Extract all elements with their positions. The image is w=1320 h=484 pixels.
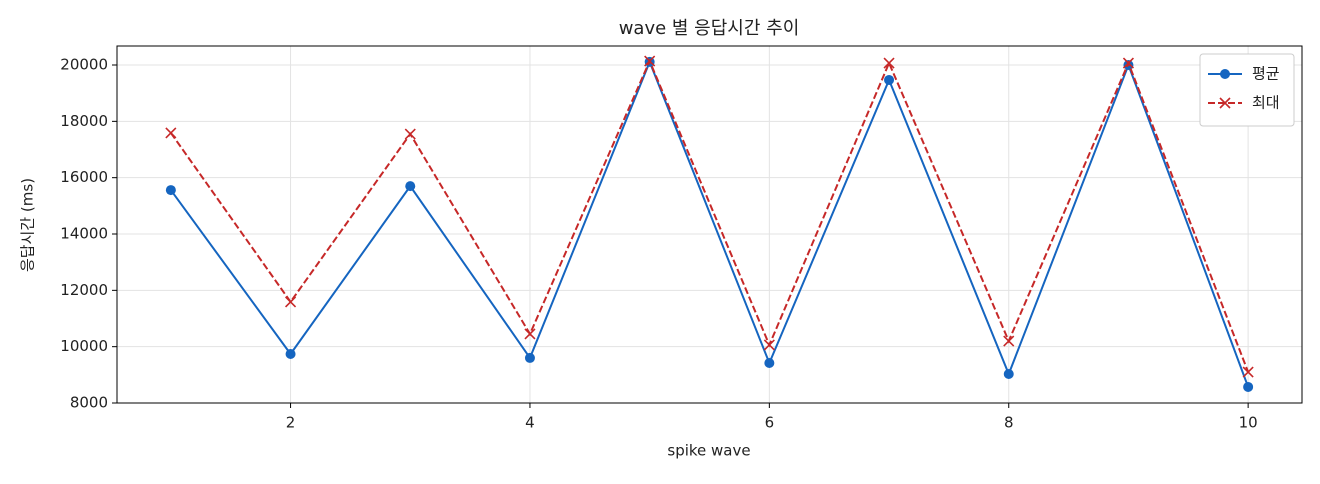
series-line — [170, 59, 1250, 388]
x-tick-label: 8 — [1004, 414, 1014, 432]
data-point — [1242, 366, 1254, 378]
y-tick-label: 14000 — [60, 225, 108, 243]
legend-marker — [1220, 69, 1230, 79]
y-axis-label: 응답시간 (ms) — [19, 178, 37, 272]
plot-frame — [116, 45, 1303, 404]
data-point — [883, 57, 895, 69]
data-point — [165, 127, 177, 139]
x-tick-label: 10 — [1239, 414, 1258, 432]
y-tick-label: 8000 — [70, 394, 108, 412]
data-point — [404, 128, 416, 140]
data-point — [285, 348, 296, 359]
legend-marker — [1219, 97, 1231, 109]
y-tick-label: 16000 — [60, 168, 108, 186]
data-point — [284, 296, 297, 308]
x-tick-label: 2 — [286, 414, 296, 432]
data-point — [1003, 368, 1014, 379]
legend-label: 최대 — [1252, 94, 1280, 112]
y-tick-label: 18000 — [60, 112, 108, 130]
data-point — [884, 74, 895, 85]
data-point — [405, 181, 416, 192]
data-point — [763, 339, 775, 351]
x-tick-label: 4 — [525, 414, 535, 432]
legend-box — [1199, 53, 1295, 127]
data-point — [1243, 381, 1254, 392]
y-tick-label: 10000 — [60, 337, 108, 355]
chart-title: wave 별 응답시간 추이 — [619, 18, 800, 39]
data-point — [644, 55, 656, 67]
x-tick-label: 6 — [765, 414, 775, 432]
legend-label: 평균 — [1252, 65, 1280, 83]
data-point — [764, 358, 775, 369]
y-tick-label: 12000 — [60, 281, 108, 299]
series-line — [170, 58, 1250, 373]
data-point — [524, 328, 536, 340]
data-point — [1122, 57, 1135, 69]
y-tick-label: 20000 — [60, 56, 108, 74]
data-point — [524, 352, 535, 363]
x-axis-label: spike wave — [667, 442, 750, 460]
data-point — [165, 185, 176, 196]
data-point — [1003, 335, 1015, 347]
